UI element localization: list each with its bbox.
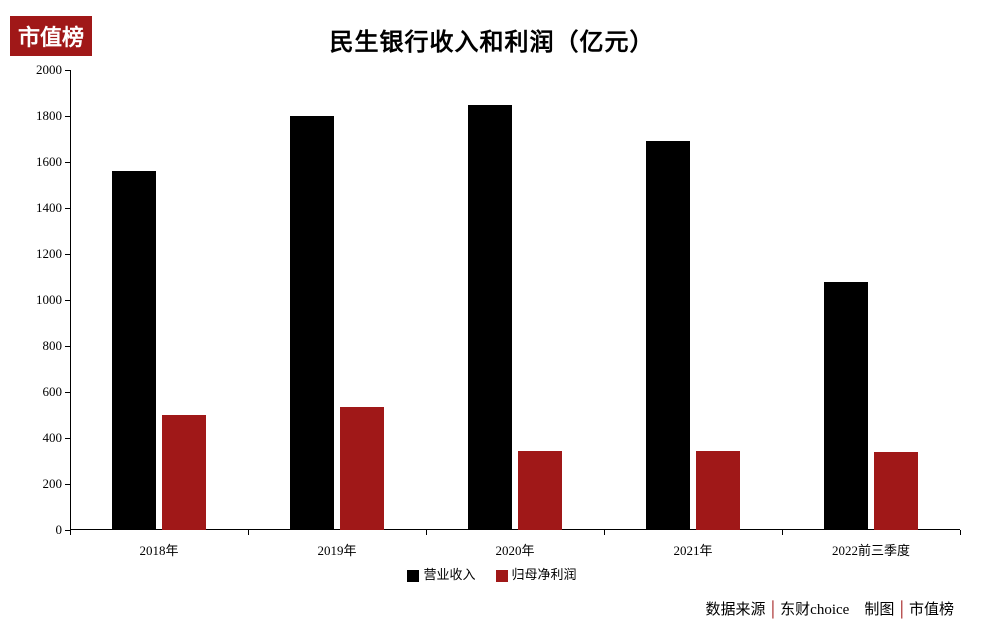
separator-icon: │ — [896, 602, 907, 618]
y-tick-label: 1600 — [36, 154, 62, 170]
chart-title: 民生银行收入和利润（亿元） — [0, 22, 984, 57]
y-tick-label: 2000 — [36, 62, 62, 78]
legend-swatch — [407, 570, 419, 582]
legend-item: 营业收入 — [407, 564, 475, 583]
chart-footer: 数据来源│东财choice 制图│市值榜 — [706, 598, 954, 619]
bar — [290, 116, 334, 530]
legend-swatch — [496, 570, 508, 582]
bar — [518, 451, 562, 530]
bar-group: 2021年 — [604, 70, 782, 530]
x-tick-mark — [782, 530, 783, 535]
y-tick-label: 1400 — [36, 200, 62, 216]
x-tick-mark — [604, 530, 605, 535]
maker-label: 制图 — [864, 602, 894, 618]
bar-group: 2020年 — [426, 70, 604, 530]
bar-group: 2019年 — [248, 70, 426, 530]
y-tick-label: 600 — [43, 384, 63, 400]
x-tick-mark — [960, 530, 961, 535]
bar — [696, 451, 740, 530]
bar — [112, 171, 156, 530]
bar — [340, 407, 384, 530]
source-label: 数据来源 — [706, 602, 766, 618]
legend-label: 营业收入 — [423, 567, 475, 582]
bar — [874, 452, 918, 530]
y-tick-label: 1800 — [36, 108, 62, 124]
y-tick-label: 1200 — [36, 246, 62, 262]
bar — [824, 282, 868, 530]
bar — [646, 141, 690, 530]
bar — [468, 105, 512, 531]
x-tick-label: 2020年 — [495, 540, 534, 559]
legend-item: 归母净利润 — [496, 564, 577, 583]
x-tick-label: 2019年 — [317, 540, 356, 559]
bar-group: 2022前三季度 — [782, 70, 960, 530]
plot-region: 0200400600800100012001400160018002000201… — [70, 70, 960, 530]
bar-group: 2018年 — [70, 70, 248, 530]
x-tick-mark — [426, 530, 427, 535]
legend: 营业收入 归母净利润 — [0, 564, 984, 583]
x-tick-label: 2018年 — [139, 540, 178, 559]
y-tick-label: 1000 — [36, 292, 62, 308]
maker-value: 市值榜 — [909, 602, 954, 618]
separator-icon: │ — [768, 602, 779, 618]
x-tick-label: 2021年 — [673, 540, 712, 559]
legend-label: 归母净利润 — [512, 567, 577, 582]
y-tick-label: 200 — [43, 476, 63, 492]
x-tick-mark — [248, 530, 249, 535]
y-tick-label: 400 — [43, 430, 63, 446]
y-tick-label: 0 — [56, 522, 63, 538]
source-value: 东财choice — [780, 602, 849, 618]
x-tick-label: 2022前三季度 — [832, 540, 910, 559]
y-tick-label: 800 — [43, 338, 63, 354]
x-tick-mark — [70, 530, 71, 535]
bar — [162, 415, 206, 530]
chart-area: 0200400600800100012001400160018002000201… — [70, 70, 960, 530]
